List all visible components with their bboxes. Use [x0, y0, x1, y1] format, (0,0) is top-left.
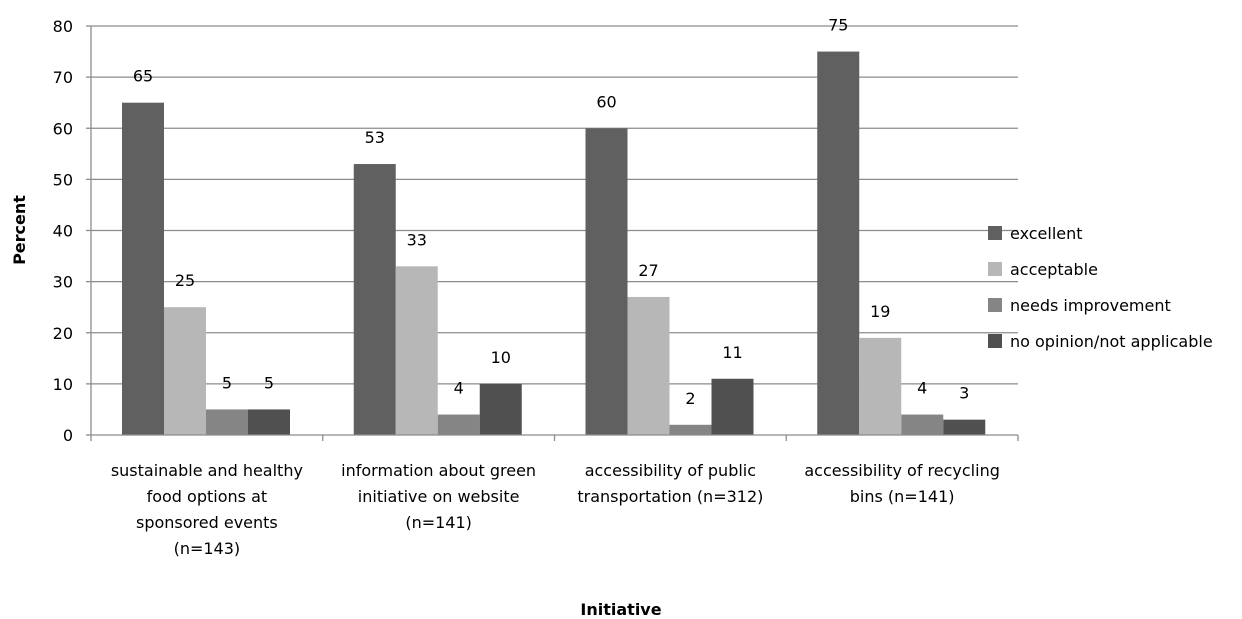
- data-label: 27: [638, 261, 658, 280]
- y-tick-label: 30: [53, 273, 73, 292]
- y-tick-label: 80: [53, 17, 73, 36]
- x-category-label: accessibility of recycling bins (n=141): [804, 461, 1000, 506]
- y-tick-label: 60: [53, 119, 73, 138]
- bar-excellent: [122, 102, 164, 435]
- legend: excellent acceptable needs improvement no o…: [988, 224, 1213, 351]
- gridlines: [91, 25, 1018, 385]
- bar-needs-improvement: [901, 414, 944, 435]
- y-tick-label: 50: [53, 170, 73, 189]
- x-category-label: accessibility of public transportation (n…: [577, 461, 763, 506]
- data-label: 5: [222, 373, 232, 392]
- bar-no-opinion-not-applicable: [711, 378, 754, 435]
- legend-label: no opinion/not applicable: [1010, 332, 1213, 351]
- data-label: 33: [407, 230, 427, 249]
- x-category-label: information about green initiative on web…: [341, 461, 536, 532]
- x-axis-title: Initiative: [580, 600, 661, 619]
- legend-label: acceptable: [1010, 260, 1098, 279]
- data-label: 60: [596, 92, 616, 111]
- bar-needs-improvement: [437, 414, 480, 435]
- bar-excellent: [585, 128, 628, 435]
- y-axis-ticks: 0 10 20 30 40 50 60 70 80: [53, 17, 91, 445]
- legend-swatch: [988, 298, 1002, 312]
- y-axis-title: Percent: [10, 195, 29, 265]
- data-label: 19: [870, 302, 890, 321]
- legend-swatch: [988, 262, 1002, 276]
- data-label: 4: [454, 379, 464, 398]
- data-label: 25: [175, 271, 195, 290]
- y-tick-label: 10: [53, 375, 73, 394]
- bar-needs-improvement: [206, 409, 248, 435]
- legend-label: needs improvement: [1010, 296, 1171, 315]
- bar-excellent: [817, 51, 860, 435]
- legend-label: excellent: [1010, 224, 1083, 243]
- bars: [122, 51, 986, 435]
- data-labels: 65 25 5 5 53 33 4 10 60 27 2 11 75 19 4 3: [133, 16, 970, 408]
- x-category-label: sustainable and healthy food options at sp…: [111, 461, 303, 558]
- x-axis-categories: sustainable and healthy food options at sp…: [111, 461, 1000, 558]
- bar-no-opinion-not-applicable: [248, 409, 290, 435]
- bar-excellent: [353, 164, 396, 435]
- data-label: 53: [365, 128, 385, 147]
- data-label: 65: [133, 67, 153, 86]
- bar-acceptable: [395, 266, 438, 435]
- data-label: 5: [264, 373, 274, 392]
- bar-acceptable: [164, 307, 206, 435]
- axes: [90, 26, 1019, 441]
- legend-swatch: [988, 226, 1002, 240]
- y-tick-label: 70: [53, 68, 73, 87]
- bar-no-opinion-not-applicable: [943, 419, 986, 435]
- bar-no-opinion-not-applicable: [479, 383, 522, 435]
- legend-swatch: [988, 334, 1002, 348]
- data-label: 75: [828, 16, 848, 35]
- data-label: 11: [722, 343, 742, 362]
- bar-acceptable: [859, 337, 902, 435]
- data-label: 10: [491, 348, 511, 367]
- bar-needs-improvement: [669, 424, 712, 435]
- data-label: 4: [917, 379, 927, 398]
- y-tick-label: 20: [53, 324, 73, 343]
- data-label: 3: [959, 384, 969, 403]
- bar-acceptable: [627, 296, 670, 435]
- data-label: 2: [685, 389, 695, 408]
- y-tick-label: 0: [63, 426, 73, 445]
- y-tick-label: 40: [53, 222, 73, 241]
